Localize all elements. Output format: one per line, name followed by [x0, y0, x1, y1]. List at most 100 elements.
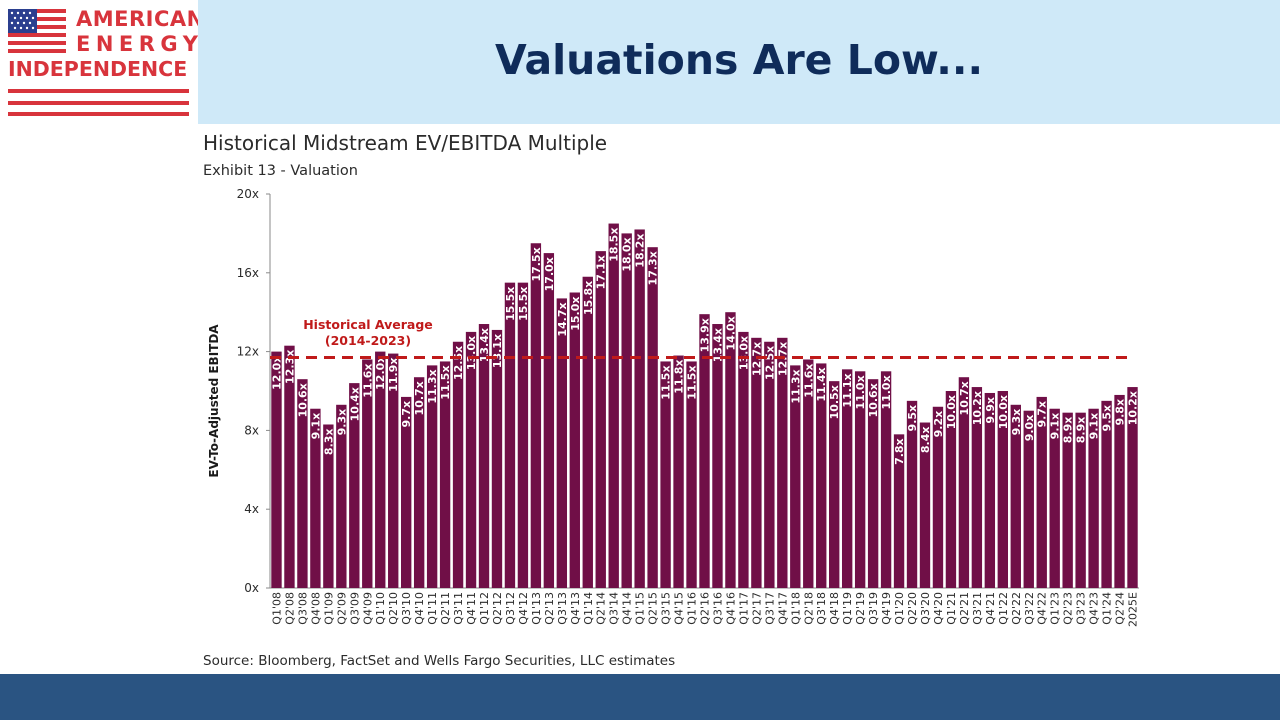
data-label: 11.3x — [426, 369, 439, 403]
data-label: 11.5x — [686, 365, 699, 399]
x-tick-label: Q1'17 — [737, 592, 750, 625]
bar — [556, 298, 568, 588]
x-tick-label: Q4'16 — [724, 592, 737, 625]
logo-text-independence: INDEPENDENCE — [8, 57, 188, 81]
data-label: 9.1x — [1049, 413, 1062, 440]
historical-average-period: (2014-2023) — [325, 333, 411, 348]
data-label: 18.0x — [621, 237, 634, 271]
bar — [426, 365, 438, 588]
data-label: 9.3x — [1010, 409, 1023, 436]
bar — [543, 253, 555, 588]
x-tick-label: Q2'13 — [543, 592, 556, 625]
bar — [595, 251, 606, 588]
logo-stripe — [8, 112, 189, 116]
data-label: 8.9x — [1075, 417, 1088, 444]
data-label: 9.1x — [309, 413, 322, 440]
bar — [478, 324, 490, 588]
x-tick-label: Q1'11 — [426, 592, 439, 625]
y-tick-label: 16x — [237, 266, 259, 280]
data-label: 14.7x — [556, 302, 569, 336]
data-label: 15.5x — [517, 287, 530, 321]
data-label: 13.1x — [491, 334, 504, 368]
x-tick-label: Q4'12 — [517, 592, 530, 625]
x-tick-label: Q3'18 — [815, 592, 828, 625]
bar — [803, 359, 814, 588]
x-tick-label: Q4'15 — [673, 592, 686, 625]
y-tick-label: 8x — [244, 423, 259, 437]
data-label: 8.9x — [1062, 417, 1075, 444]
data-label: 11.4x — [815, 367, 828, 401]
x-tick-label: Q4'21 — [984, 592, 997, 625]
bar — [1114, 394, 1125, 588]
data-label: 11.0x — [854, 375, 867, 409]
bar — [1023, 410, 1034, 588]
x-tick-label: Q4'10 — [413, 592, 426, 625]
bar — [673, 355, 684, 588]
data-label: 15.8x — [582, 281, 595, 315]
bar — [582, 276, 593, 588]
data-label: 9.7x — [1036, 401, 1049, 428]
bar — [400, 396, 412, 588]
data-label: 11.5x — [439, 365, 452, 399]
bar — [790, 365, 801, 588]
x-tick-label: Q3'23 — [1075, 592, 1088, 625]
data-label: 12.3x — [283, 350, 296, 384]
x-tick-label: Q2'22 — [1010, 592, 1023, 625]
data-label: 17.1x — [595, 255, 608, 289]
data-label: 11.5x — [660, 365, 673, 399]
bar — [686, 361, 697, 588]
logo-text-american: AMERICAN — [76, 7, 205, 31]
x-tick-label: Q4'22 — [1036, 592, 1049, 625]
data-label: 11.9x — [387, 358, 400, 392]
x-tick-label: Q2'09 — [335, 592, 348, 625]
bar — [958, 377, 970, 588]
x-tick-label: Q2'16 — [699, 592, 712, 625]
source-note: Source: Bloomberg, FactSet and Wells Far… — [203, 653, 676, 669]
data-label: 9.5x — [906, 405, 919, 432]
data-label: 10.4x — [348, 387, 361, 421]
x-tick-label: Q3'10 — [400, 592, 413, 625]
bar — [297, 379, 308, 588]
bar — [660, 361, 671, 588]
bar — [1101, 400, 1112, 588]
logo-stripe — [8, 101, 189, 105]
chart-subtitle: Exhibit 13 - Valuation — [203, 163, 358, 179]
header-band — [198, 0, 1280, 124]
x-tick-label: Q4'08 — [309, 592, 322, 625]
chart-title: Historical Midstream EV/EBITDA Multiple — [203, 131, 608, 155]
x-tick-label: Q2'10 — [387, 592, 400, 625]
x-tick-label: Q4'20 — [932, 592, 945, 625]
x-tick-label: 2025E — [1127, 592, 1140, 627]
bar — [880, 371, 892, 588]
bar — [271, 351, 282, 588]
bar — [906, 400, 918, 588]
data-label: 10.7x — [413, 381, 426, 415]
data-label: 9.1x — [1088, 413, 1101, 440]
data-label: 12.0x — [270, 356, 283, 390]
logo-text-energy: ENERGY — [76, 32, 204, 56]
chart: 0x 4x 8x 12x 16x 20x EV-To-Adjusted EBITDA 12.0… — [207, 187, 1140, 627]
x-tick-label: Q1'09 — [322, 592, 335, 625]
bar — [439, 361, 451, 588]
x-tick-label: Q3'12 — [504, 592, 517, 625]
data-label: 17.0x — [543, 257, 556, 291]
x-tick-label: Q4'13 — [569, 592, 582, 625]
data-label: 11.0x — [880, 375, 893, 409]
bar — [336, 404, 347, 588]
x-tick-label: Q1'08 — [270, 592, 283, 625]
bar — [1049, 408, 1060, 588]
x-tick-label: Q3'11 — [452, 592, 465, 625]
x-tick-label: Q3'21 — [971, 592, 984, 625]
data-label: 13.0x — [737, 336, 750, 370]
data-label: 13.9x — [699, 318, 712, 352]
x-tick-label: Q2'17 — [750, 592, 763, 625]
x-tick-label: Q2'15 — [647, 592, 660, 625]
x-tick-label: Q1'19 — [841, 592, 854, 625]
bar — [841, 369, 853, 588]
x-tick-label: Q2'08 — [283, 592, 296, 625]
x-tick-label: Q2'14 — [595, 592, 608, 625]
bar — [413, 377, 425, 588]
data-label: 7.8x — [893, 438, 906, 465]
x-tick-label: Q3'15 — [660, 592, 673, 625]
data-label: 14.0x — [724, 316, 737, 350]
